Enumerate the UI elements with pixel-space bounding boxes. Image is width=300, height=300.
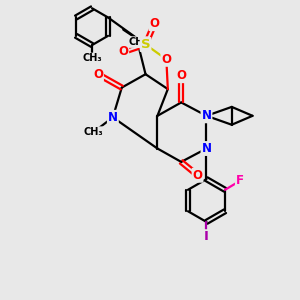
Text: O: O (176, 69, 186, 82)
Text: O: O (149, 17, 160, 30)
Text: S: S (141, 38, 150, 51)
Text: I: I (204, 230, 209, 243)
Text: CH₃: CH₃ (128, 37, 148, 47)
Text: O: O (93, 68, 103, 81)
Text: O: O (161, 53, 171, 66)
Text: N: N (202, 142, 212, 155)
Text: O: O (193, 169, 202, 182)
Text: CH₃: CH₃ (84, 127, 103, 137)
Text: N: N (202, 109, 212, 122)
Text: O: O (118, 45, 128, 58)
Text: N: N (108, 111, 118, 124)
Text: F: F (236, 174, 244, 188)
Text: CH₃: CH₃ (82, 53, 102, 64)
